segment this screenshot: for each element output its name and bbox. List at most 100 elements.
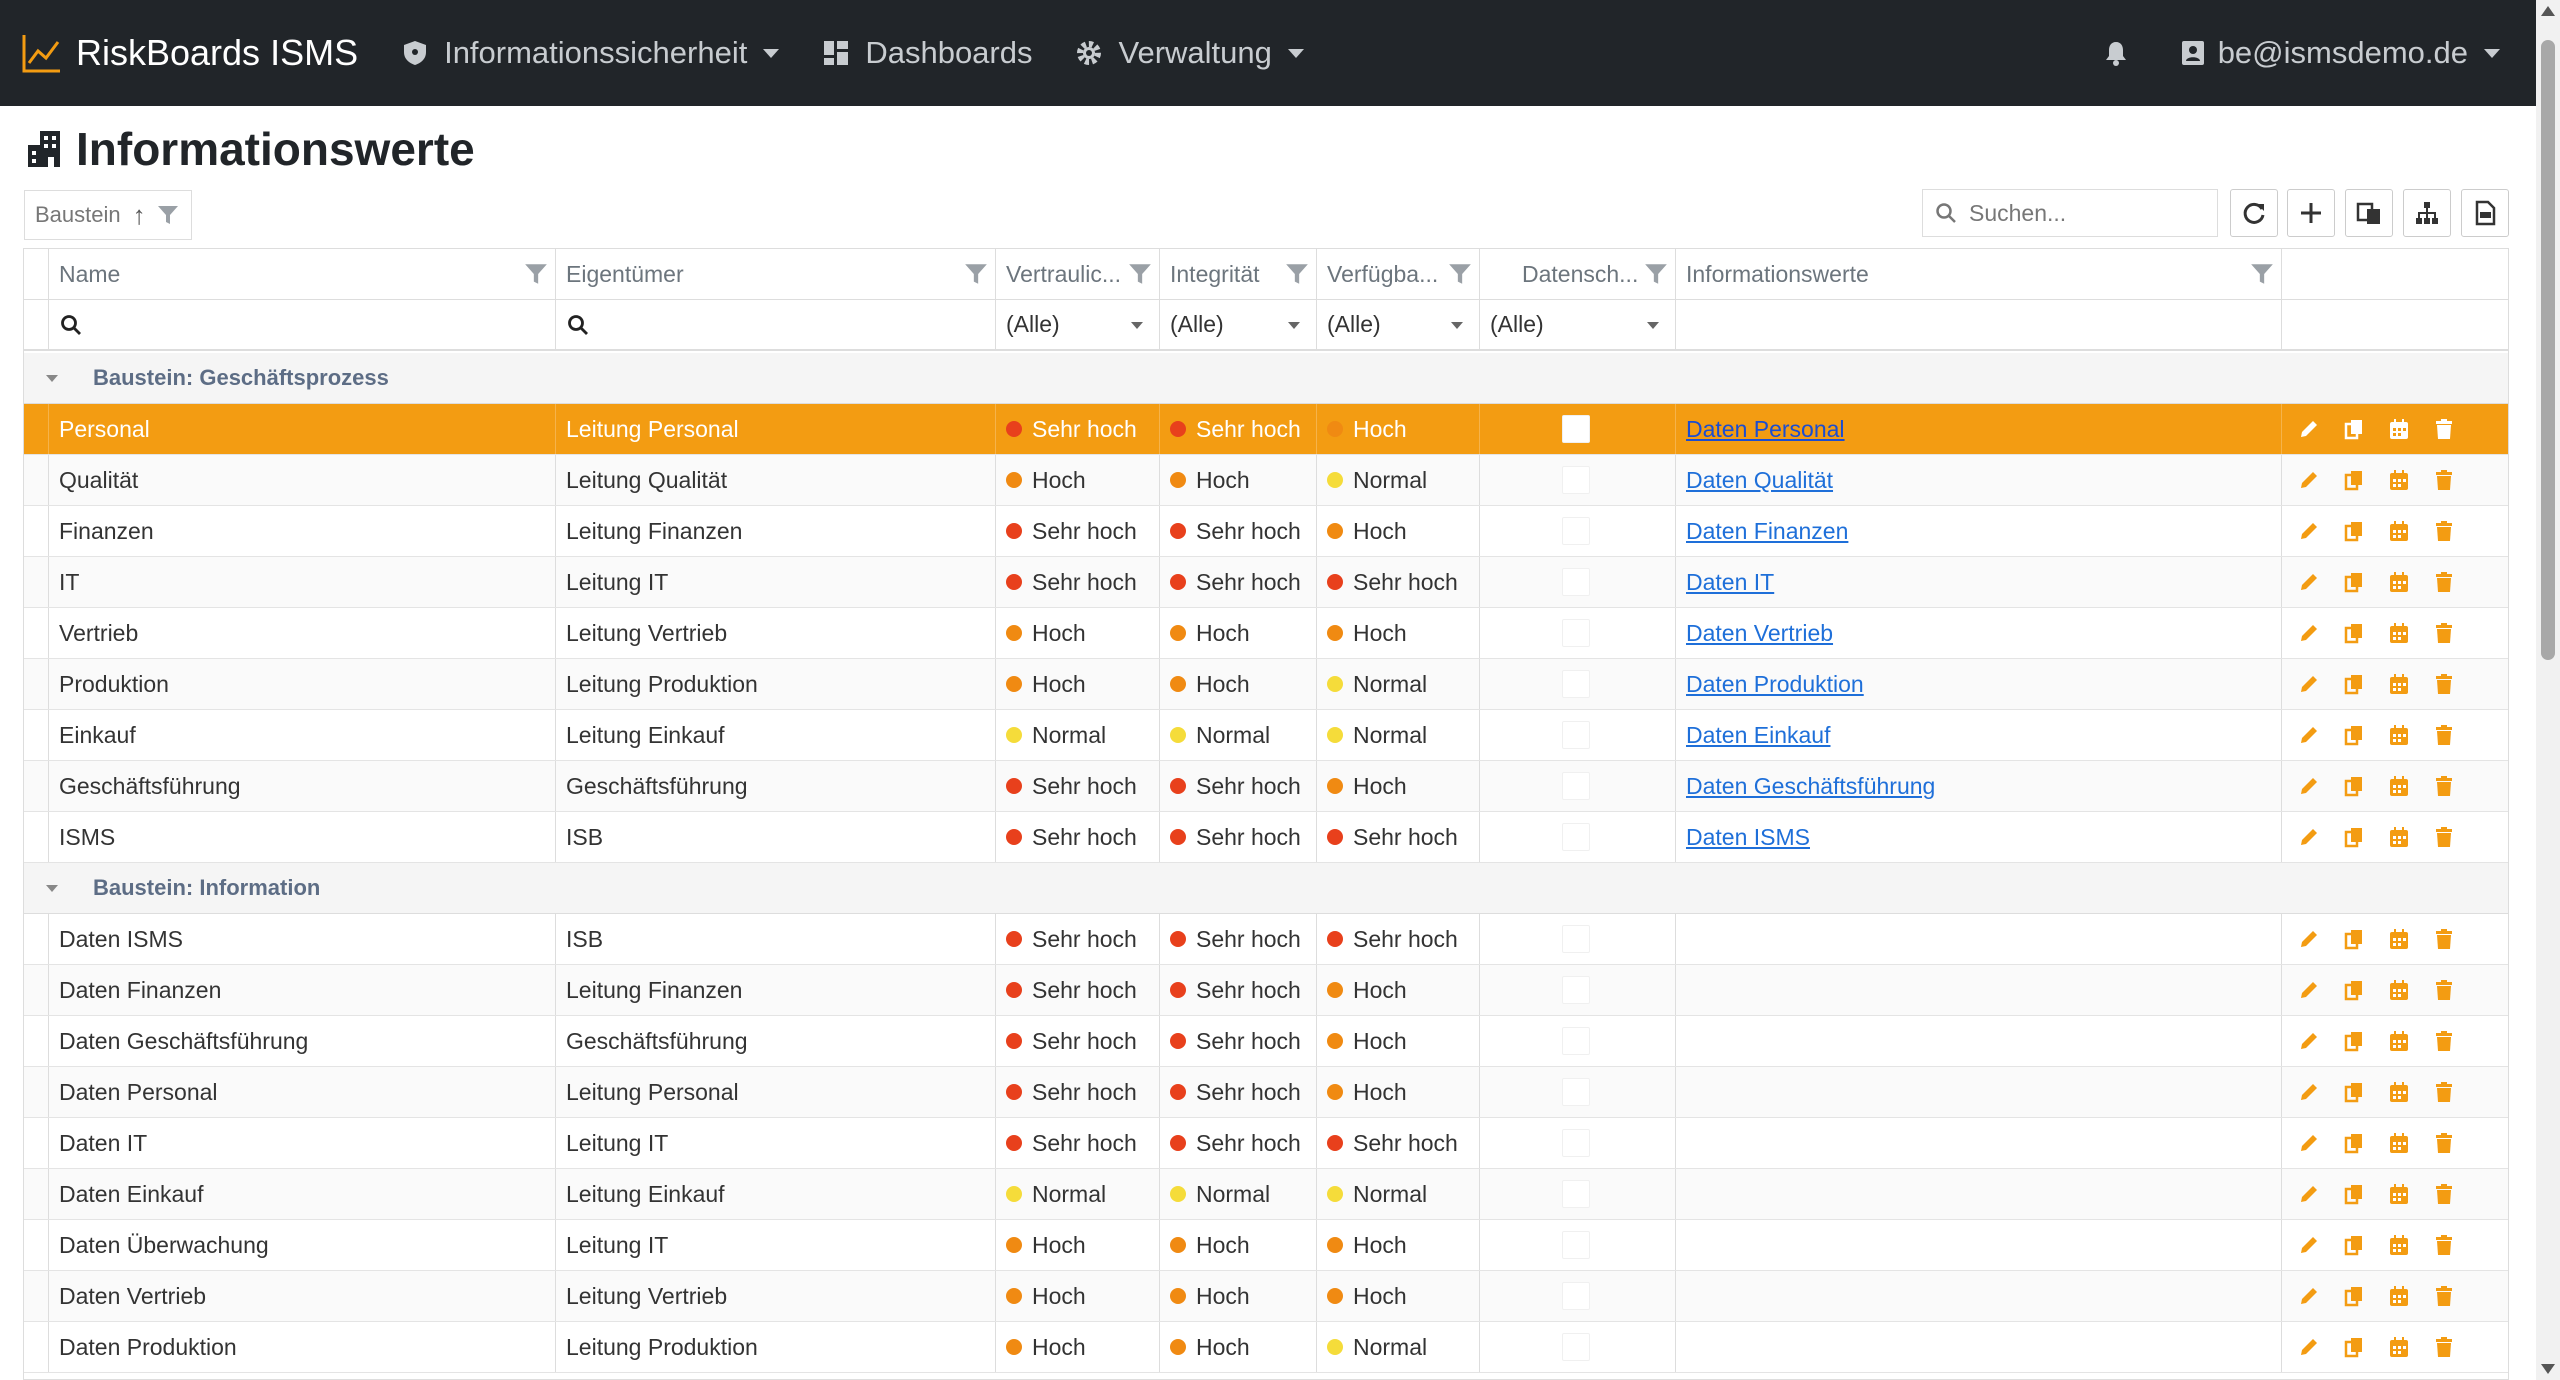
name-cell[interactable]: Geschäftsführung: [49, 761, 556, 811]
informationswert-link[interactable]: Daten ISMS: [1686, 823, 1810, 850]
header-name[interactable]: Name: [49, 249, 556, 299]
datenschutz-checkbox[interactable]: [1562, 925, 1590, 953]
integritaet-cell[interactable]: Hoch: [1160, 608, 1317, 658]
integritaet-cell[interactable]: Sehr hoch: [1160, 1016, 1317, 1066]
trash-icon[interactable]: [2433, 826, 2455, 848]
integritaet-cell[interactable]: Normal: [1160, 1169, 1317, 1219]
verfuegbarkeit-cell[interactable]: Hoch: [1317, 761, 1480, 811]
datenschutz-checkbox[interactable]: [1562, 1129, 1590, 1157]
datenschutz-checkbox[interactable]: [1562, 415, 1590, 443]
informationswert-link[interactable]: Daten Produktion: [1686, 670, 1864, 697]
verfuegbarkeit-cell[interactable]: Normal: [1317, 455, 1480, 505]
owner-cell[interactable]: Leitung Einkauf: [556, 710, 996, 760]
nav-dashboards[interactable]: Dashboards: [823, 35, 1032, 71]
vertraulichkeit-cell[interactable]: Sehr hoch: [996, 812, 1160, 862]
header-eigentuemer[interactable]: Eigentümer: [556, 249, 996, 299]
copy-icon[interactable]: [2343, 1132, 2365, 1154]
table-row[interactable]: ISMS ISB Sehr hoch Sehr hoch Sehr hoch Daten …: [24, 812, 2508, 863]
owner-cell[interactable]: Leitung Personal: [556, 404, 996, 454]
owner-cell[interactable]: ISB: [556, 914, 996, 964]
trash-icon[interactable]: [2433, 418, 2455, 440]
calendar-icon[interactable]: [2388, 418, 2410, 440]
copy-icon[interactable]: [2343, 826, 2365, 848]
vertraulichkeit-cell[interactable]: Hoch: [996, 1322, 1160, 1372]
filter-datenschutz-select[interactable]: (Alle): [1480, 300, 1676, 349]
owner-cell[interactable]: Leitung Qualität: [556, 455, 996, 505]
verfuegbarkeit-cell[interactable]: Hoch: [1317, 965, 1480, 1015]
name-cell[interactable]: Daten Personal: [49, 1067, 556, 1117]
trash-icon[interactable]: [2433, 1234, 2455, 1256]
verfuegbarkeit-cell[interactable]: Hoch: [1317, 1067, 1480, 1117]
copy-icon[interactable]: [2343, 418, 2365, 440]
datenschutz-checkbox[interactable]: [1562, 1231, 1590, 1259]
calendar-icon[interactable]: [2388, 622, 2410, 644]
informationswert-link[interactable]: Daten Personal: [1686, 415, 1845, 442]
user-menu[interactable]: be@ismsdemo.de: [2180, 35, 2500, 71]
vertraulichkeit-cell[interactable]: Hoch: [996, 455, 1160, 505]
filter-verfuegbarkeit-select[interactable]: (Alle): [1317, 300, 1480, 349]
copy-icon[interactable]: [2343, 571, 2365, 593]
trash-icon[interactable]: [2433, 928, 2455, 950]
copy-icon[interactable]: [2343, 1234, 2365, 1256]
filter-owner-search[interactable]: [556, 300, 996, 349]
informationswert-link[interactable]: Daten IT: [1686, 568, 1775, 595]
owner-cell[interactable]: ISB: [556, 812, 996, 862]
vertraulichkeit-cell[interactable]: Normal: [996, 1169, 1160, 1219]
filter-icon[interactable]: [963, 261, 989, 287]
export-button[interactable]: [2345, 189, 2393, 237]
owner-cell[interactable]: Leitung Produktion: [556, 1322, 996, 1372]
copy-icon[interactable]: [2343, 928, 2365, 950]
edit-pencil-icon[interactable]: [2298, 979, 2320, 1001]
owner-cell[interactable]: Geschäftsführung: [556, 761, 996, 811]
owner-cell[interactable]: Leitung Vertrieb: [556, 608, 996, 658]
copy-icon[interactable]: [2343, 775, 2365, 797]
owner-cell[interactable]: Leitung IT: [556, 1118, 996, 1168]
calendar-icon[interactable]: [2388, 1336, 2410, 1358]
table-row[interactable]: IT Leitung IT Sehr hoch Sehr hoch Sehr hoch D…: [24, 557, 2508, 608]
verfuegbarkeit-cell[interactable]: Hoch: [1317, 1016, 1480, 1066]
edit-pencil-icon[interactable]: [2298, 928, 2320, 950]
table-row[interactable]: Daten Einkauf Leitung Einkauf Normal Normal…: [24, 1169, 2508, 1220]
name-cell[interactable]: Vertrieb: [49, 608, 556, 658]
vertraulichkeit-cell[interactable]: Hoch: [996, 608, 1160, 658]
group-by-chip[interactable]: Baustein ↑: [24, 190, 192, 240]
header-vertraulichkeit[interactable]: Vertraulic...: [996, 249, 1160, 299]
table-row[interactable]: Daten Personal Leitung Personal Sehr hoch S…: [24, 1067, 2508, 1118]
datenschutz-checkbox[interactable]: [1562, 517, 1590, 545]
edit-pencil-icon[interactable]: [2298, 571, 2320, 593]
trash-icon[interactable]: [2433, 775, 2455, 797]
informationswert-link[interactable]: Daten Einkauf: [1686, 721, 1831, 748]
table-row[interactable]: Finanzen Leitung Finanzen Sehr hoch Sehr ho…: [24, 506, 2508, 557]
copy-icon[interactable]: [2343, 1336, 2365, 1358]
copy-icon[interactable]: [2343, 1030, 2365, 1052]
verfuegbarkeit-cell[interactable]: Hoch: [1317, 1271, 1480, 1321]
nav-informationssicherheit[interactable]: Informationssicherheit: [402, 35, 780, 71]
table-row[interactable]: Personal Leitung Personal Sehr hoch Sehr ho…: [24, 404, 2508, 455]
trash-icon[interactable]: [2433, 520, 2455, 542]
group-row[interactable]: Baustein: Geschäftsprozess: [24, 353, 2508, 404]
name-cell[interactable]: Qualität: [49, 455, 556, 505]
datenschutz-checkbox[interactable]: [1562, 1333, 1590, 1361]
trash-icon[interactable]: [2433, 979, 2455, 1001]
header-informationswerte[interactable]: Informationswerte: [1676, 249, 2282, 299]
calendar-icon[interactable]: [2388, 1183, 2410, 1205]
table-row[interactable]: Daten ISMS ISB Sehr hoch Sehr hoch Sehr hoch: [24, 914, 2508, 965]
owner-cell[interactable]: Geschäftsführung: [556, 1016, 996, 1066]
edit-pencil-icon[interactable]: [2298, 826, 2320, 848]
vertraulichkeit-cell[interactable]: Sehr hoch: [996, 1016, 1160, 1066]
datenschutz-checkbox[interactable]: [1562, 1078, 1590, 1106]
trash-icon[interactable]: [2433, 1030, 2455, 1052]
calendar-icon[interactable]: [2388, 826, 2410, 848]
collapse-caret-icon[interactable]: [46, 884, 58, 892]
calendar-icon[interactable]: [2388, 469, 2410, 491]
integritaet-cell[interactable]: Sehr hoch: [1160, 1067, 1317, 1117]
datenschutz-checkbox[interactable]: [1562, 976, 1590, 1004]
edit-pencil-icon[interactable]: [2298, 1183, 2320, 1205]
copy-icon[interactable]: [2343, 520, 2365, 542]
edit-pencil-icon[interactable]: [2298, 1234, 2320, 1256]
trash-icon[interactable]: [2433, 724, 2455, 746]
integritaet-cell[interactable]: Hoch: [1160, 659, 1317, 709]
informationswert-link[interactable]: Daten Finanzen: [1686, 517, 1849, 544]
integritaet-cell[interactable]: Sehr hoch: [1160, 1118, 1317, 1168]
calendar-icon[interactable]: [2388, 1234, 2410, 1256]
